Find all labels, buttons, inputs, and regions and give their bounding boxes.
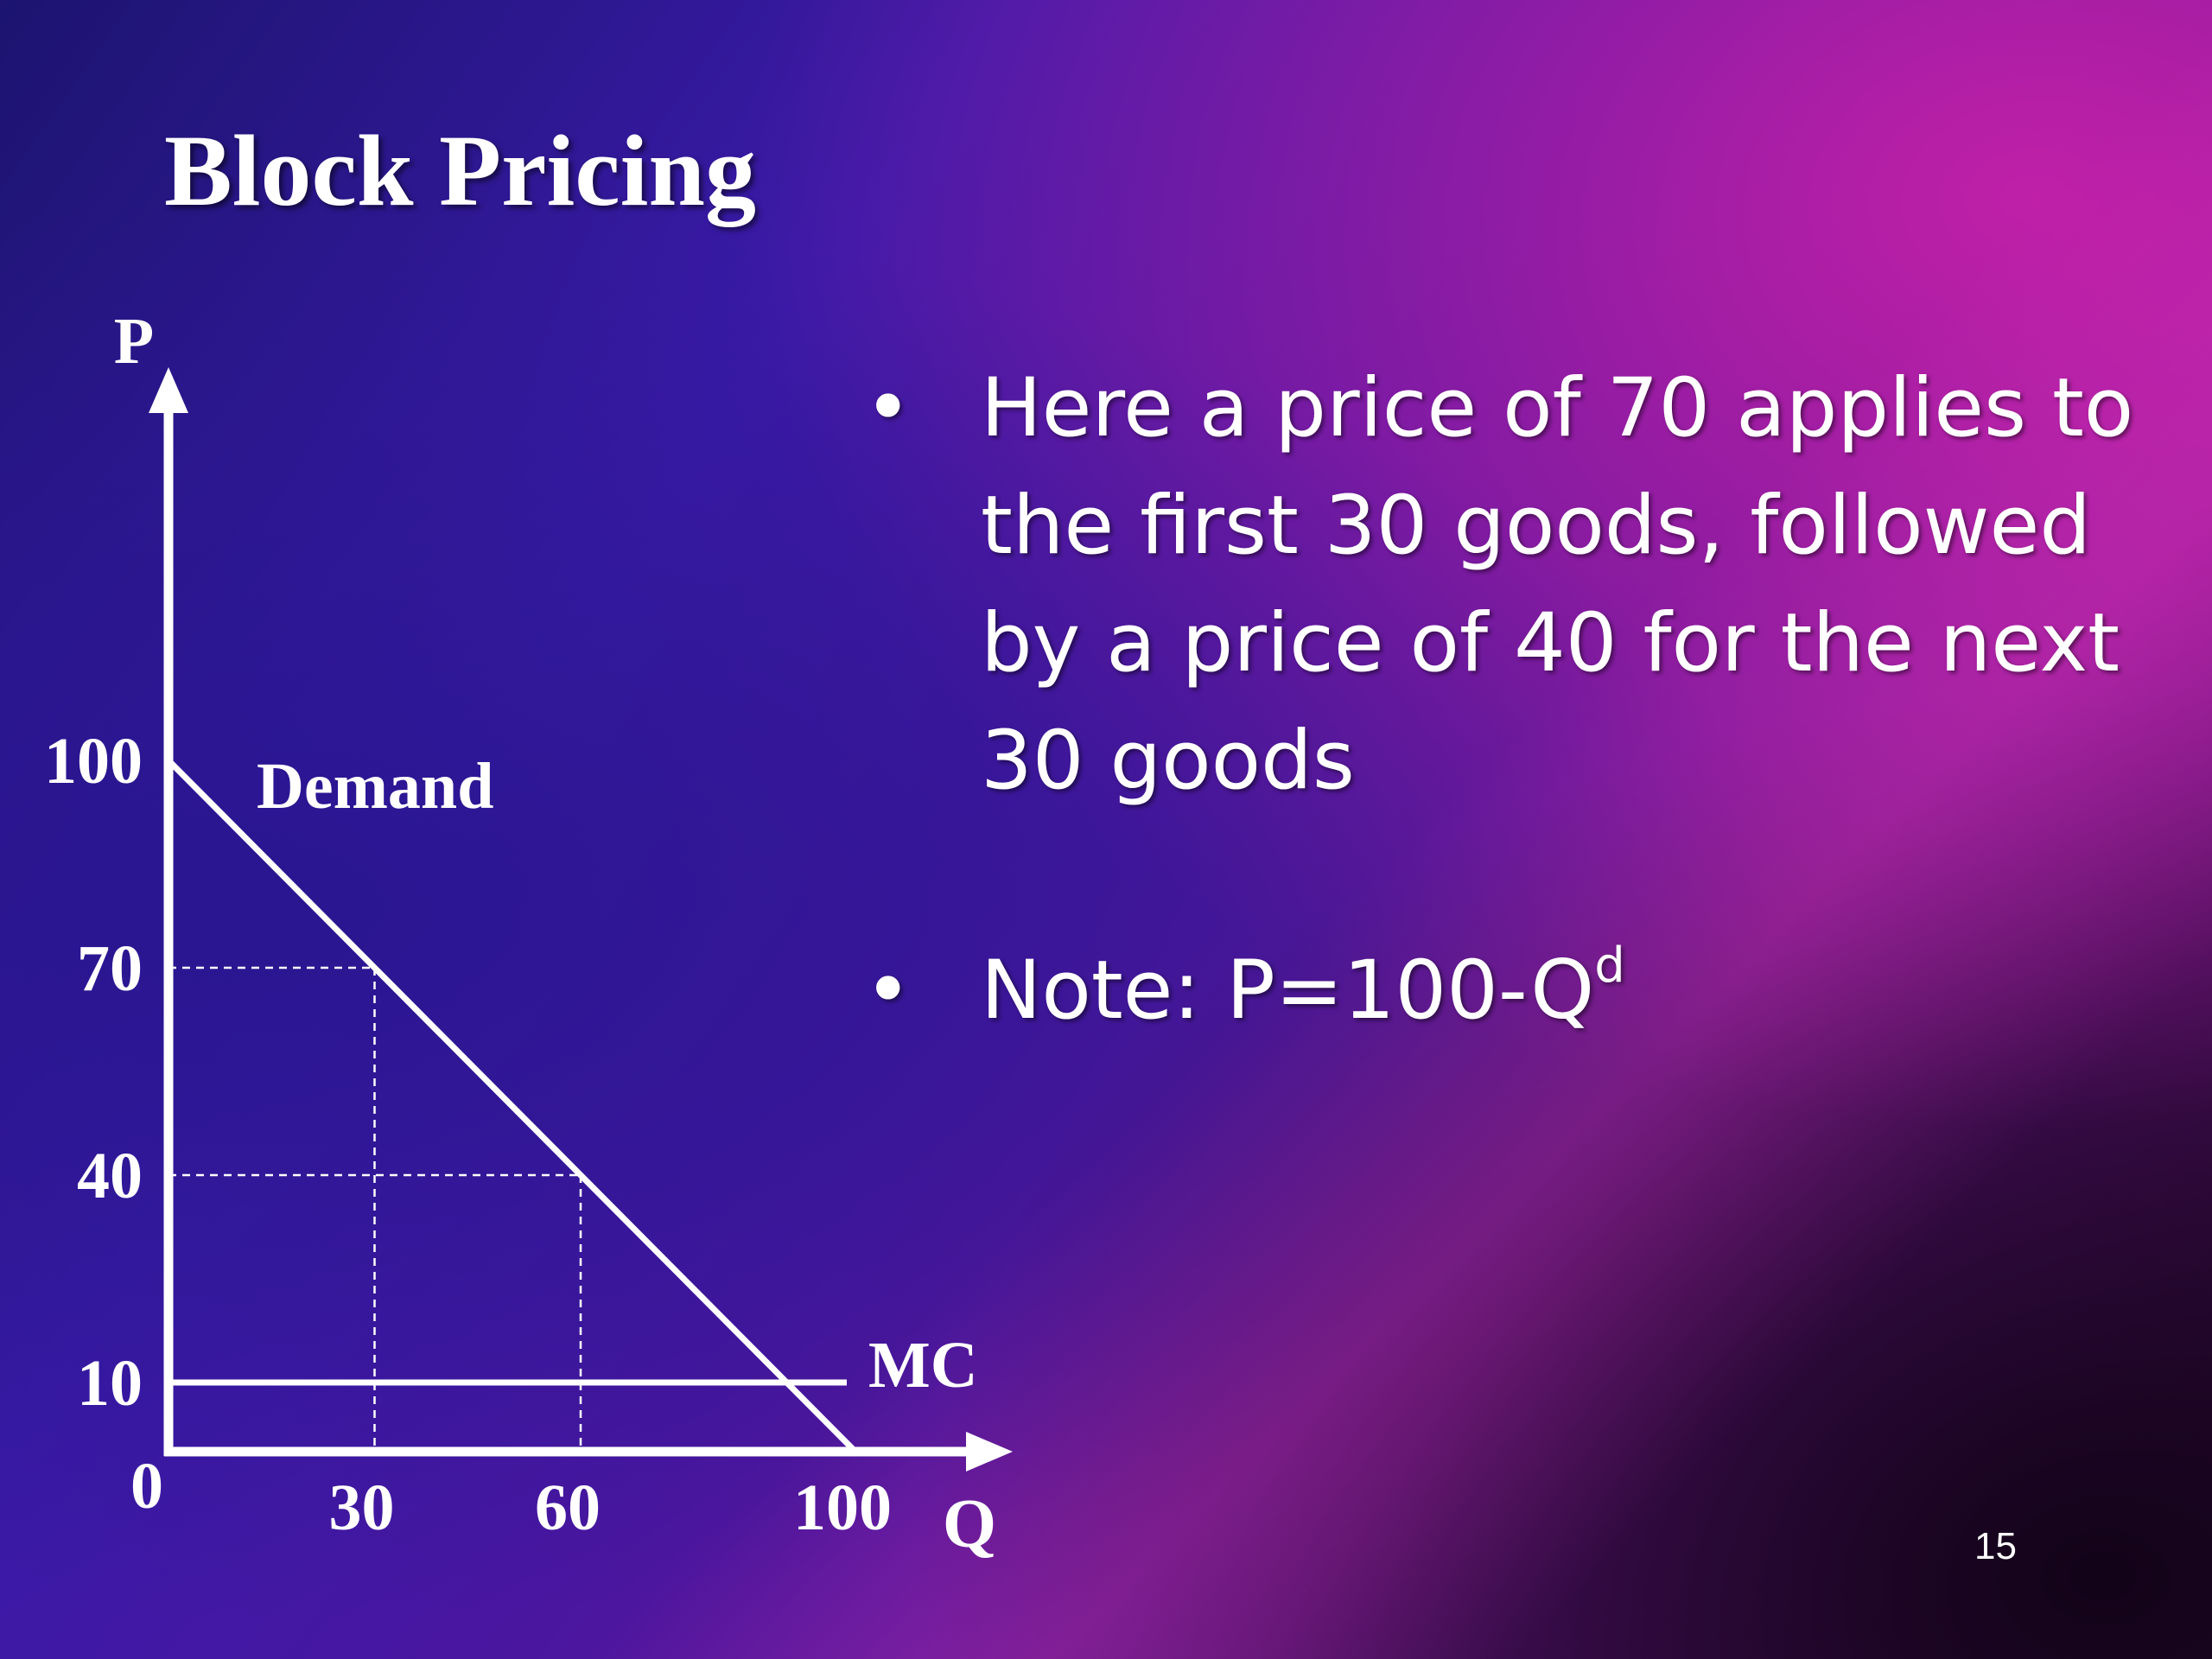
mc-series-label: MC bbox=[868, 1329, 978, 1402]
x-tick-label-100: 100 bbox=[793, 1471, 892, 1544]
x-tick-label-60: 60 bbox=[535, 1471, 601, 1544]
bullet-item-2: • Note: P=100-Qd bbox=[864, 932, 2160, 1050]
bullet-icon: • bbox=[864, 944, 912, 1038]
y-tick-label-10: 10 bbox=[77, 1347, 143, 1420]
bullet-superscript: d bbox=[1594, 938, 1625, 994]
origin-label: 0 bbox=[130, 1450, 163, 1522]
bullet-icon: • bbox=[864, 361, 912, 455]
guide-lines bbox=[168, 966, 582, 1452]
y-axis-arrow-icon bbox=[149, 367, 188, 413]
y-tick-label-100: 100 bbox=[44, 725, 143, 798]
bullet-list: • Here a price of 70 applies to the firs… bbox=[864, 350, 2160, 1050]
page-number: 15 bbox=[1974, 1525, 2017, 1567]
chart-axes bbox=[149, 367, 1013, 1471]
y-tick-label-70: 70 bbox=[77, 932, 143, 1005]
demand-series-label: Demand bbox=[257, 750, 493, 823]
x-tick-label-30: 30 bbox=[329, 1471, 395, 1544]
x-axis-arrow-icon bbox=[966, 1432, 1013, 1471]
slide-title: Block Pricing bbox=[164, 114, 757, 227]
chart-series bbox=[166, 758, 858, 1454]
chart-labels: P Q 0 100 70 40 10 30 60 100 Demand MC bbox=[44, 305, 996, 1562]
bullet-text-1: Here a price of 70 applies to the first … bbox=[981, 361, 2134, 808]
y-tick-label-40: 40 bbox=[77, 1140, 143, 1212]
x-axis-label: Q bbox=[943, 1486, 996, 1562]
bullet-item-1: • Here a price of 70 applies to the firs… bbox=[864, 350, 2160, 820]
demand-line bbox=[166, 758, 858, 1454]
y-axis-label: P bbox=[114, 305, 154, 378]
bullet-text-2: Note: P=100-Q bbox=[981, 944, 1595, 1038]
